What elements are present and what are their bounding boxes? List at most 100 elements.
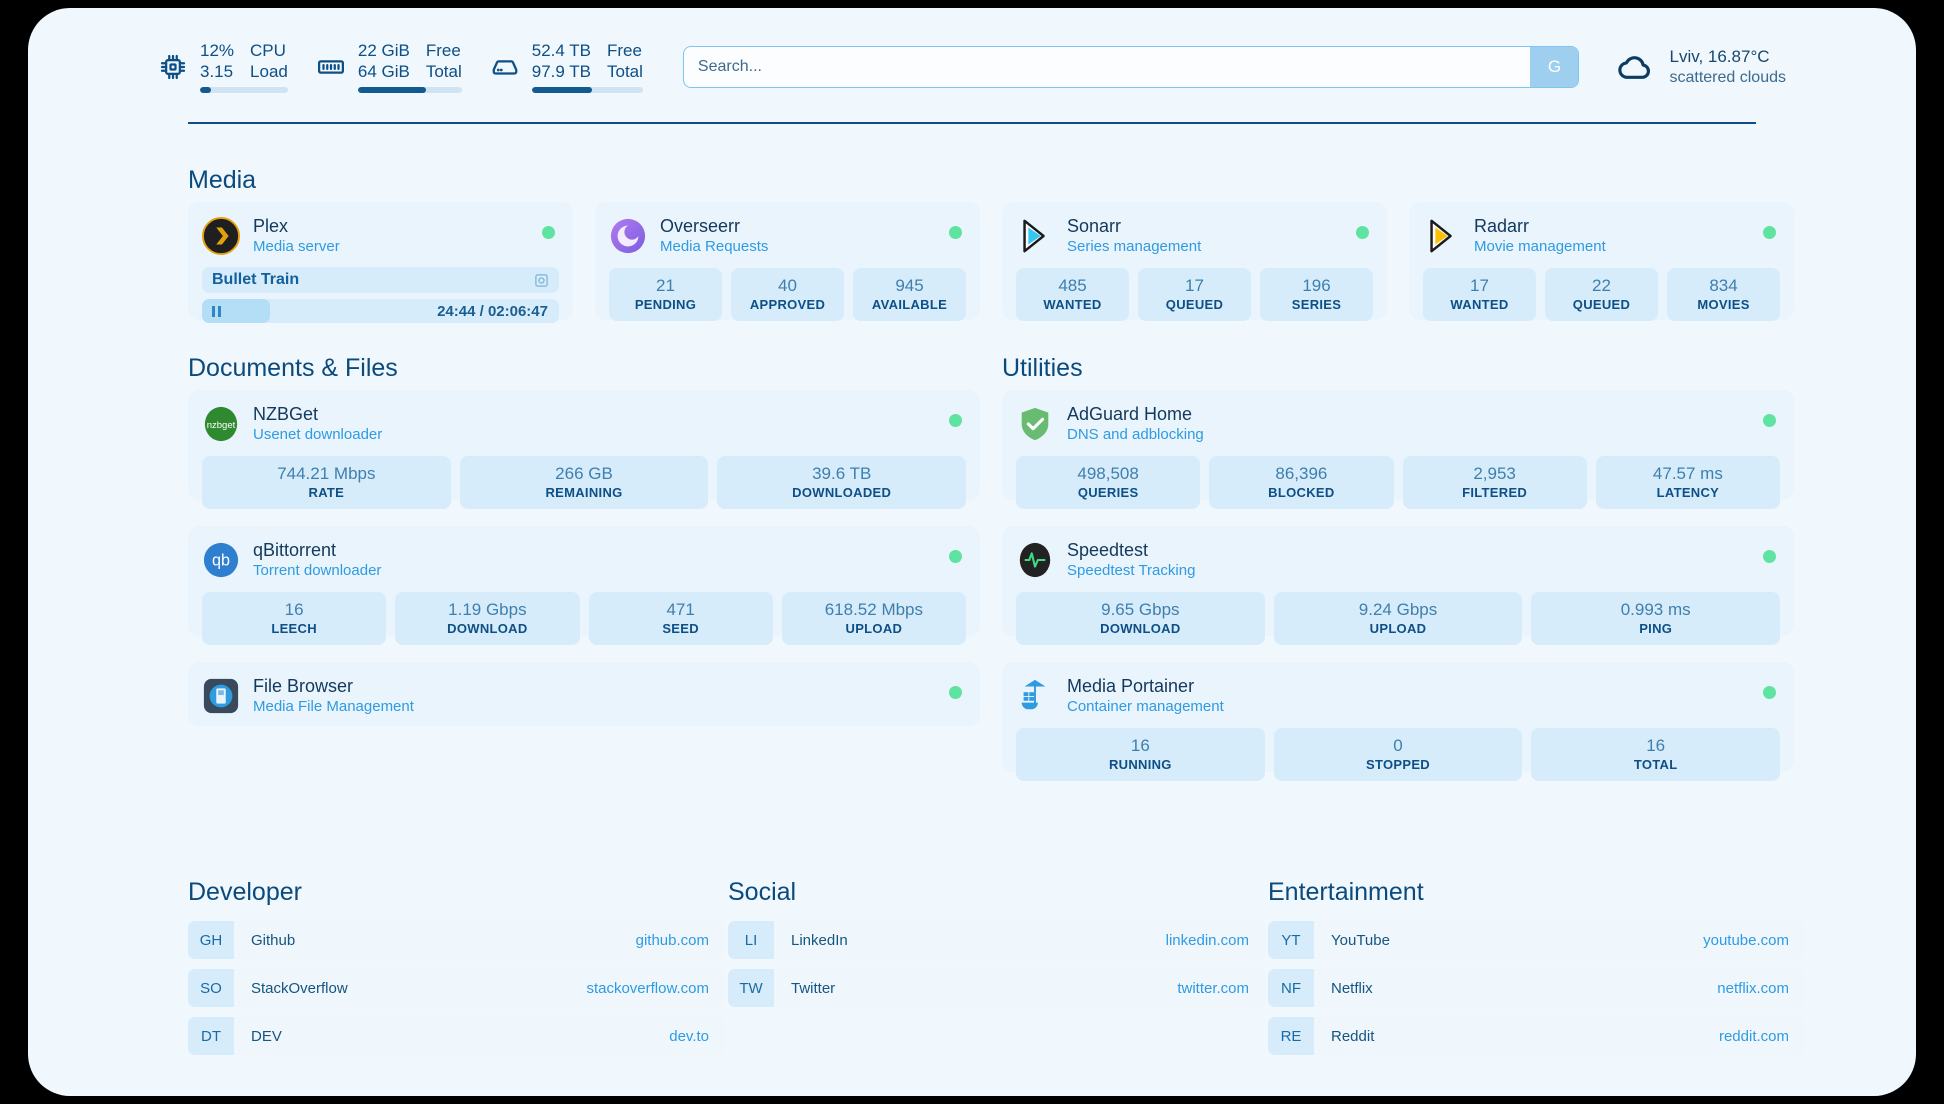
stat-value: 618.52 Mbps (824, 600, 924, 620)
bookmark-item[interactable]: LI LinkedIn linkedin.com (728, 921, 1266, 959)
service-card-radarr[interactable]: Radarr Movie management 17 WANTED 22 QUE… (1409, 202, 1794, 321)
disk-stat: 52.4 TB 97.9 TB Free Total (490, 41, 643, 93)
bookmark-group-title: Social (728, 878, 797, 906)
memory-label-top: Free (425, 41, 461, 61)
stat-tile: 40 APPROVED (731, 268, 844, 321)
bookmark-group-title: Developer (188, 878, 302, 906)
bookmark-item[interactable]: GH Github github.com (188, 921, 726, 959)
status-indicator (949, 226, 962, 239)
bookmark-item[interactable]: YT YouTube youtube.com (1268, 921, 1806, 959)
service-stats: 16 RUNNING 0 STOPPED 16 TOTAL (1016, 728, 1781, 781)
stat-tile: 9.24 Gbps UPLOAD (1273, 592, 1523, 645)
service-subtitle: Torrent downloader (253, 561, 382, 579)
disk-label-top: Free (607, 41, 642, 61)
service-name: Media Portainer (1067, 676, 1195, 696)
service-stats: 485 WANTED 17 QUEUED 196 SERIES (1016, 268, 1373, 321)
filebrowser-logo (202, 677, 240, 715)
stat-label: LATENCY (1656, 484, 1720, 500)
stat-label: SEED (662, 620, 699, 636)
service-card-nzbget[interactable]: nzbget NZBGet Usenet downloader 744.21 M… (188, 390, 980, 509)
bookmark-group-entertainment: Entertainment YT YouTube youtube.com NF … (1268, 878, 1806, 1065)
service-card-qbittorrent[interactable]: qb qBittorrent Torrent downloader 16 LEE… (188, 526, 980, 645)
service-card-sonarr[interactable]: Sonarr Series management 485 WANTED 17 Q… (1002, 202, 1387, 321)
section-title-utilities: Utilities (1002, 354, 1083, 382)
service-card-media-portainer[interactable]: Media Portainer Container management 16 … (1002, 662, 1794, 781)
playback-progress[interactable]: 24:44 / 02:06:47 (202, 299, 559, 324)
stat-value: 945 (895, 276, 924, 296)
stat-tile: 945 AVAILABLE (853, 268, 966, 321)
stat-tile: 1.19 Gbps DOWNLOAD (395, 592, 580, 645)
main-content: Media Plex Media server Bullet Train (28, 126, 1916, 1096)
stat-value: 16 (1130, 736, 1150, 756)
pause-icon[interactable] (212, 305, 221, 317)
cast-icon[interactable] (534, 273, 549, 288)
service-subtitle: Usenet downloader (253, 425, 383, 443)
service-stats: 9.65 Gbps DOWNLOAD 9.24 Gbps UPLOAD 0.99… (1016, 592, 1781, 645)
stat-value: 744.21 Mbps (277, 464, 376, 484)
service-subtitle: Media server (253, 237, 340, 255)
cpu-usage-bar (200, 86, 288, 93)
nzbget-logo: nzbget (202, 405, 240, 443)
stat-value: 834 (1709, 276, 1738, 296)
memory-label-bottom: Total (425, 61, 462, 81)
stat-label: LEECH (271, 620, 317, 636)
memory-stat: 22 GiB 64 GiB Free Total (316, 41, 462, 93)
bookmark-name: LinkedIn (791, 931, 848, 949)
stat-value: 0 (1393, 736, 1403, 756)
service-name: Plex (253, 216, 289, 236)
stat-tile: 16 RUNNING (1016, 728, 1265, 781)
stat-value: 9.24 Gbps (1358, 600, 1438, 620)
bookmark-abbr: DT (188, 1017, 234, 1055)
stat-tile: 485 WANTED (1016, 268, 1129, 321)
stat-value: 22 (1592, 276, 1611, 296)
stat-label: DOWNLOADED (792, 484, 892, 500)
stat-value: 17 (1185, 276, 1204, 296)
bookmark-item[interactable]: SO StackOverflow stackoverflow.com (188, 969, 726, 1007)
status-indicator (1763, 550, 1776, 563)
bookmark-group-social: Social LI LinkedIn linkedin.com TW Twitt… (728, 878, 1266, 1017)
service-card-speedtest[interactable]: Speedtest Speedtest Tracking 9.65 Gbps D… (1002, 526, 1794, 645)
speedtest-logo (1016, 541, 1054, 579)
bookmark-name: YouTube (1331, 931, 1390, 949)
bookmark-name: Reddit (1331, 1027, 1375, 1045)
stat-label: PING (1639, 620, 1673, 636)
service-subtitle: DNS and adblocking (1067, 425, 1204, 443)
header-divider (188, 122, 1756, 124)
search-submit-button[interactable]: G (1530, 47, 1579, 87)
disk-free: 52.4 TB (531, 41, 591, 61)
search-input[interactable] (683, 47, 1531, 87)
stat-tile: 744.21 Mbps RATE (202, 456, 451, 509)
service-card-adguard-home[interactable]: AdGuard Home DNS and adblocking 498,508 … (1002, 390, 1794, 509)
stat-label: WANTED (1450, 296, 1509, 312)
stat-tile: 0 STOPPED (1273, 728, 1523, 781)
status-indicator (1763, 686, 1776, 699)
status-indicator (1356, 226, 1369, 239)
cpu-percent: 12% (200, 41, 235, 61)
weather-widget: Lviv, 16.87°C scattered clouds (1615, 46, 1786, 89)
cpu-load-value: 3.15 (200, 61, 234, 81)
service-card-plex[interactable]: Plex Media server Bullet Train 24:44 / 0… (188, 202, 573, 324)
service-card-file-browser[interactable]: File Browser Media File Management (188, 662, 980, 726)
bookmark-group-developer: Developer GH Github github.com SO StackO… (188, 878, 726, 1065)
stat-tile: 471 SEED (588, 592, 773, 645)
stat-value: 47.57 ms (1652, 464, 1723, 484)
stat-value: 1.19 Gbps (448, 600, 527, 620)
stat-value: 16 (1646, 736, 1666, 756)
service-name: Overseerr (660, 216, 741, 236)
stat-label: DOWNLOAD (1100, 620, 1181, 636)
cloud-icon (1615, 47, 1655, 87)
disk-total: 97.9 TB (531, 61, 591, 81)
bookmark-item[interactable]: RE Reddit reddit.com (1268, 1017, 1806, 1055)
service-subtitle: Container management (1067, 697, 1224, 715)
bookmark-item[interactable]: TW Twitter twitter.com (728, 969, 1266, 1007)
status-indicator (949, 550, 962, 563)
radarr-logo (1423, 217, 1461, 255)
service-name: Sonarr (1067, 216, 1122, 236)
stat-value: 16 (284, 600, 304, 620)
search-box[interactable]: G (682, 46, 1580, 88)
section-title-media: Media (188, 166, 257, 194)
service-name: AdGuard Home (1067, 404, 1193, 424)
bookmark-item[interactable]: DT DEV dev.to (188, 1017, 726, 1055)
service-card-overseerr[interactable]: Overseerr Media Requests 21 PENDING 40 A… (595, 202, 980, 321)
bookmark-item[interactable]: NF Netflix netflix.com (1268, 969, 1806, 1007)
